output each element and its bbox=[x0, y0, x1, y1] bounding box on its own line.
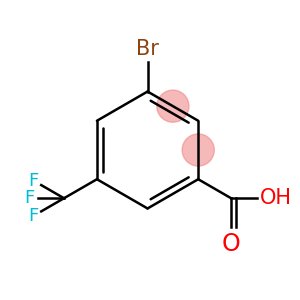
Circle shape bbox=[182, 134, 214, 166]
Text: F: F bbox=[24, 189, 34, 207]
Text: F: F bbox=[28, 207, 39, 225]
Text: O: O bbox=[222, 232, 241, 256]
Text: F: F bbox=[28, 172, 39, 190]
Text: Br: Br bbox=[136, 39, 159, 59]
Text: OH: OH bbox=[260, 188, 292, 208]
Circle shape bbox=[157, 90, 189, 122]
